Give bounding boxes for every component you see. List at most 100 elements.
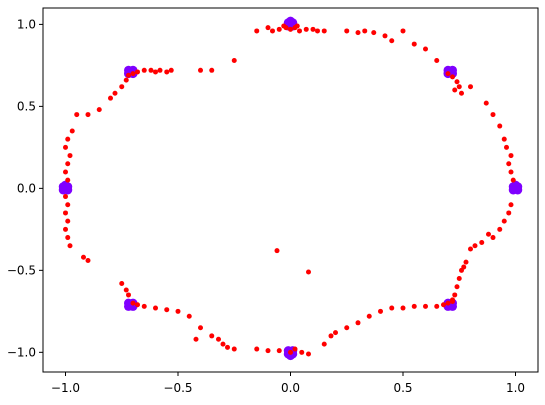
data-point <box>306 269 311 275</box>
data-point <box>148 67 154 73</box>
data-point <box>65 136 71 142</box>
data-point <box>497 226 503 232</box>
data-point <box>69 128 75 134</box>
data-point <box>463 259 469 265</box>
data-point <box>456 84 462 90</box>
data-point <box>490 235 496 241</box>
data-point <box>378 308 383 314</box>
data-point <box>423 46 428 52</box>
data-point <box>441 302 446 308</box>
data-point <box>175 308 181 314</box>
data-point <box>450 299 455 304</box>
data-point <box>81 254 86 260</box>
data-point <box>297 28 302 34</box>
data-point <box>209 67 215 73</box>
data-point <box>321 341 327 347</box>
data-point <box>231 346 237 352</box>
data-point <box>67 243 73 249</box>
x-tick-label: 0.0 <box>281 381 300 395</box>
data-point <box>303 26 309 32</box>
data-point <box>168 67 174 73</box>
data-point <box>400 305 406 311</box>
data-point <box>344 28 350 34</box>
data-point <box>366 313 372 319</box>
data-point <box>508 182 518 192</box>
data-point <box>198 325 203 331</box>
y-tick-label: −0.5 <box>7 263 36 277</box>
data-point <box>108 95 113 101</box>
data-point <box>276 26 282 32</box>
data-points <box>58 16 523 361</box>
data-point <box>400 28 406 34</box>
data-point <box>454 79 460 85</box>
data-point <box>288 26 293 32</box>
data-point <box>186 313 192 319</box>
data-point <box>164 69 170 75</box>
y-tick-label: 0.0 <box>17 181 36 195</box>
data-point <box>508 169 514 175</box>
data-point <box>506 210 512 216</box>
data-point <box>63 194 68 200</box>
data-point <box>456 276 462 282</box>
data-point <box>126 72 131 78</box>
data-point <box>74 112 80 118</box>
data-point <box>371 30 377 36</box>
data-point <box>141 67 147 73</box>
data-point <box>472 243 478 249</box>
data-point <box>468 84 473 90</box>
data-point <box>119 84 125 90</box>
x-tick-label: −1.0 <box>51 381 80 395</box>
data-point <box>450 74 455 80</box>
data-point <box>299 349 305 355</box>
data-point <box>434 57 440 63</box>
data-point <box>209 333 215 339</box>
data-point <box>130 300 136 306</box>
data-point <box>479 239 485 245</box>
data-point <box>411 41 417 47</box>
data-point <box>270 28 275 34</box>
data-point <box>454 284 460 290</box>
data-point <box>281 23 287 29</box>
data-point <box>355 30 361 36</box>
data-point <box>501 136 507 142</box>
data-point <box>445 71 451 77</box>
data-point <box>65 218 71 224</box>
data-point <box>423 303 428 309</box>
data-point <box>65 235 71 241</box>
data-point <box>321 28 327 34</box>
data-point <box>315 28 320 34</box>
data-point <box>459 90 464 96</box>
data-point <box>96 107 102 113</box>
data-point <box>254 346 260 352</box>
data-point <box>153 305 158 311</box>
data-point <box>63 144 68 150</box>
data-point <box>123 77 129 83</box>
data-point <box>389 38 395 44</box>
data-point <box>306 351 311 357</box>
x-tick-label: 0.5 <box>393 381 412 395</box>
y-tick-label: 1.0 <box>17 17 36 31</box>
data-point <box>355 320 361 326</box>
data-point <box>67 153 73 159</box>
data-point <box>333 330 338 336</box>
data-point <box>157 67 163 73</box>
data-point <box>63 169 68 175</box>
data-point <box>452 87 458 93</box>
data-point <box>265 25 271 31</box>
data-point <box>501 218 507 224</box>
data-point <box>274 248 280 254</box>
data-point <box>135 302 140 308</box>
data-point <box>198 67 203 73</box>
data-point <box>119 280 125 286</box>
data-point <box>389 305 395 311</box>
data-point <box>411 303 417 309</box>
data-point <box>508 153 514 159</box>
data-point <box>328 333 334 339</box>
data-point <box>63 210 68 216</box>
data-point <box>434 303 440 309</box>
data-point <box>112 90 118 96</box>
y-tick-label: −1.0 <box>7 345 36 359</box>
data-point <box>510 177 516 183</box>
